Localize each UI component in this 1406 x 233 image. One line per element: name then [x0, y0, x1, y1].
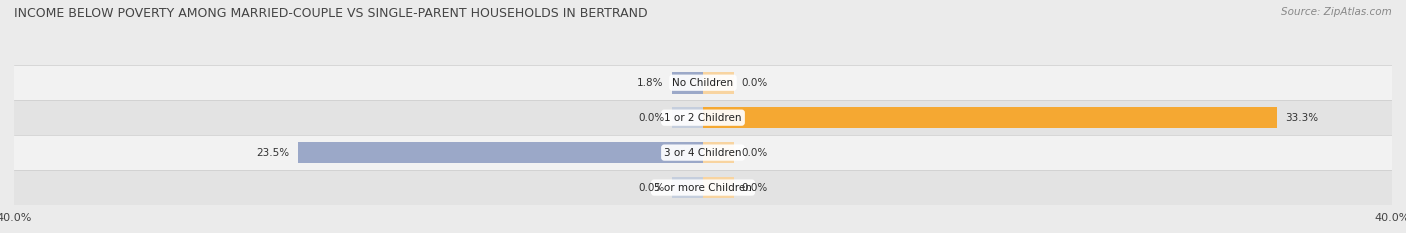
Bar — [703, 177, 734, 199]
Bar — [672, 72, 703, 94]
Bar — [14, 170, 1392, 205]
Text: 33.3%: 33.3% — [1285, 113, 1319, 123]
Text: 0.0%: 0.0% — [741, 78, 768, 88]
Text: 23.5%: 23.5% — [256, 148, 290, 158]
Text: 0.0%: 0.0% — [741, 148, 768, 158]
Text: 1.8%: 1.8% — [637, 78, 664, 88]
Text: 3 or 4 Children: 3 or 4 Children — [664, 148, 742, 158]
Text: 0.0%: 0.0% — [638, 113, 665, 123]
Text: 1 or 2 Children: 1 or 2 Children — [664, 113, 742, 123]
Bar — [298, 142, 703, 164]
Bar — [14, 65, 1392, 100]
Bar — [672, 177, 703, 199]
Bar — [703, 107, 1277, 129]
Bar — [703, 142, 734, 164]
Bar — [14, 135, 1392, 170]
Text: No Children: No Children — [672, 78, 734, 88]
Text: Source: ZipAtlas.com: Source: ZipAtlas.com — [1281, 7, 1392, 17]
Text: INCOME BELOW POVERTY AMONG MARRIED-COUPLE VS SINGLE-PARENT HOUSEHOLDS IN BERTRAN: INCOME BELOW POVERTY AMONG MARRIED-COUPL… — [14, 7, 648, 20]
Bar — [703, 72, 734, 94]
Bar — [14, 100, 1392, 135]
Text: 0.0%: 0.0% — [638, 183, 665, 192]
Text: 5 or more Children: 5 or more Children — [654, 183, 752, 192]
Bar — [672, 107, 703, 129]
Text: 0.0%: 0.0% — [741, 183, 768, 192]
